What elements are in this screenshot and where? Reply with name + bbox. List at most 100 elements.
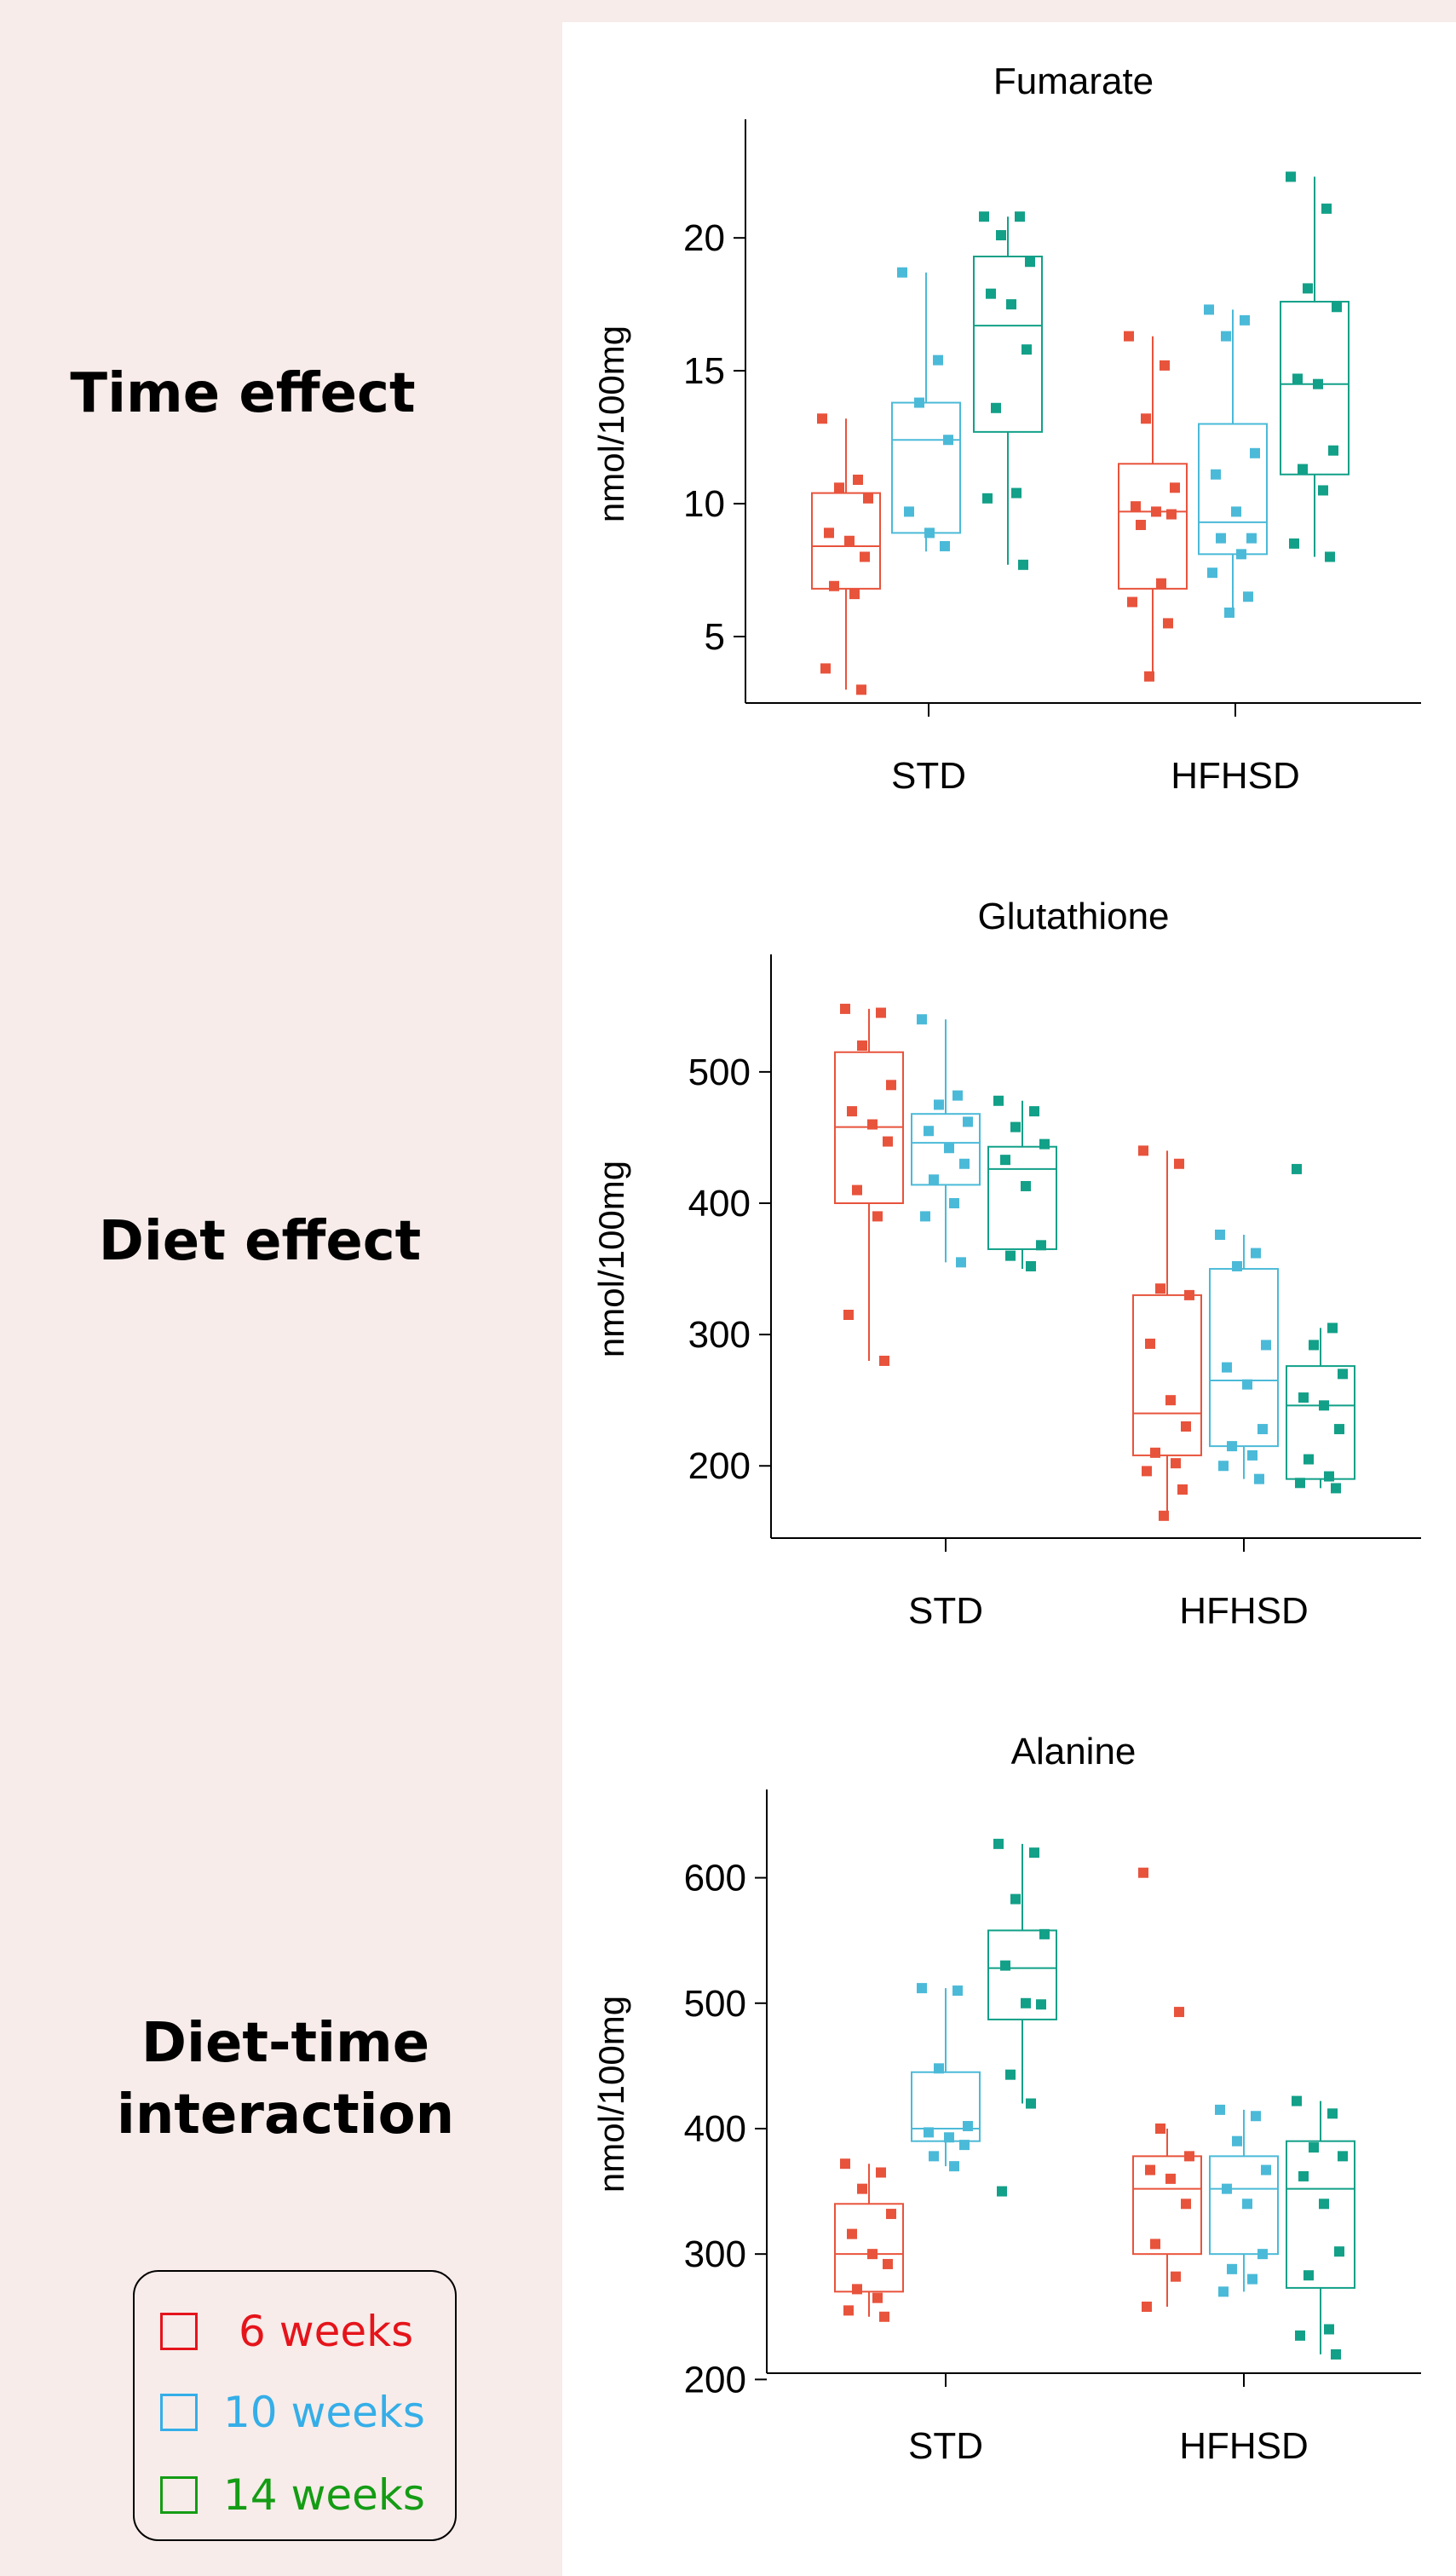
data-point	[1138, 1145, 1148, 1156]
alanine-y-tick-label: 300	[684, 2233, 746, 2275]
legend-label-14-weeks: 14 weeks	[223, 2470, 425, 2520]
data-point	[986, 288, 996, 299]
data-point	[1155, 1283, 1165, 1294]
data-point	[920, 1211, 930, 1222]
glutathione-std-box-2	[987, 1095, 1057, 1271]
data-point	[1325, 551, 1335, 562]
data-point	[1165, 2173, 1176, 2184]
data-point	[1250, 447, 1260, 458]
data-point	[917, 1983, 927, 1994]
glutathione-std-box-0	[834, 1003, 904, 1366]
data-point	[1174, 1158, 1184, 1169]
data-point	[924, 2127, 934, 2138]
alanine-x-tick-label-std: STD	[908, 2425, 983, 2467]
legend-label-10-weeks: 10 weeks	[223, 2388, 425, 2437]
data-point	[1177, 1484, 1188, 1495]
data-point	[886, 1080, 896, 1091]
data-point	[1036, 1240, 1046, 1251]
data-point	[924, 1126, 934, 1137]
fumarate-hfhsd-box-2	[1280, 171, 1350, 562]
data-point	[1166, 509, 1177, 520]
data-point	[949, 1198, 959, 1208]
data-point	[843, 2305, 854, 2316]
data-point	[1298, 464, 1308, 475]
data-point	[993, 1095, 1004, 1106]
data-point	[933, 354, 943, 366]
legend-item-14-weeks: 14 weeks	[160, 2469, 425, 2521]
data-point	[963, 2121, 973, 2132]
box	[891, 401, 961, 534]
alanine-y-tick-label: 400	[684, 2108, 746, 2150]
data-point	[949, 2161, 959, 2172]
data-point	[883, 2258, 893, 2269]
data-point	[1295, 2330, 1305, 2341]
data-point	[1227, 2263, 1237, 2274]
glutathione-y-tick-label: 200	[688, 1445, 751, 1487]
data-point	[1144, 671, 1154, 682]
alanine-title: Alanine	[1011, 1731, 1137, 1772]
data-point	[860, 551, 870, 562]
data-point	[1222, 2183, 1232, 2194]
data-point	[1232, 1260, 1242, 1271]
data-point	[952, 1090, 963, 1101]
data-point	[1292, 2095, 1302, 2106]
fumarate-title: Fumarate	[993, 61, 1154, 102]
data-point	[824, 527, 834, 539]
data-point	[840, 2158, 850, 2170]
data-point	[1022, 344, 1032, 355]
data-point	[1131, 501, 1141, 512]
data-point	[963, 1116, 973, 1127]
data-point	[852, 2284, 862, 2295]
data-point	[844, 535, 855, 546]
data-point	[917, 1014, 927, 1025]
data-point	[1000, 1960, 1010, 1971]
data-point	[872, 2292, 883, 2303]
data-point	[1257, 1424, 1268, 1435]
legend-swatch-10-weeks	[160, 2394, 198, 2431]
data-point	[1204, 304, 1214, 315]
data-point	[904, 506, 914, 517]
data-point	[1145, 1338, 1155, 1349]
data-point	[1151, 506, 1161, 517]
data-point	[979, 211, 989, 222]
fumarate-std-box-0	[811, 413, 881, 695]
data-point	[1242, 1379, 1252, 1390]
data-point	[849, 589, 860, 600]
data-point	[840, 1003, 850, 1014]
fumarate-x-tick-label-hfhsd: HFHSD	[1171, 755, 1300, 797]
data-point	[1218, 2286, 1229, 2297]
glutathione-chart: Glutathione 200 300 400 500 nmol/100mg STD HFHS…	[591, 896, 1421, 1632]
data-point	[876, 2167, 886, 2178]
data-point	[876, 1007, 886, 1018]
data-point	[872, 1211, 883, 1222]
data-point	[1331, 1483, 1341, 1494]
data-point	[1215, 1229, 1225, 1240]
diet-time-interaction-label: Diet-time interaction	[77, 2008, 494, 2151]
data-point	[1261, 2164, 1271, 2175]
data-point	[863, 493, 873, 504]
data-point	[934, 2063, 944, 2074]
legend-swatch-14-weeks	[160, 2476, 198, 2514]
fumarate-chart: Fumarate 5 10 15 20 nmol/100mg STD HFHSD	[591, 61, 1421, 797]
data-point	[834, 482, 844, 493]
data-point	[883, 1136, 893, 1147]
data-point	[959, 2140, 970, 2151]
data-point	[1251, 1248, 1261, 1259]
data-point	[1207, 568, 1217, 579]
data-point	[1324, 2324, 1334, 2335]
data-point	[1010, 1893, 1021, 1905]
data-point	[857, 1040, 867, 1052]
legend-item-6-weeks: 6 weeks	[160, 2306, 413, 2357]
fumarate-y-tick-label: 15	[683, 350, 725, 392]
data-point	[879, 1355, 889, 1366]
fumarate-y-axis-label: nmol/100mg	[591, 326, 631, 522]
box	[1198, 423, 1268, 556]
data-point	[829, 580, 839, 591]
data-point	[847, 2228, 857, 2239]
data-point	[1324, 1471, 1334, 1482]
data-point	[997, 2186, 1007, 2197]
data-point	[1328, 445, 1338, 456]
data-point	[1171, 2271, 1181, 2282]
data-point	[929, 1174, 939, 1185]
fumarate-y-tick-label: 5	[705, 616, 725, 658]
